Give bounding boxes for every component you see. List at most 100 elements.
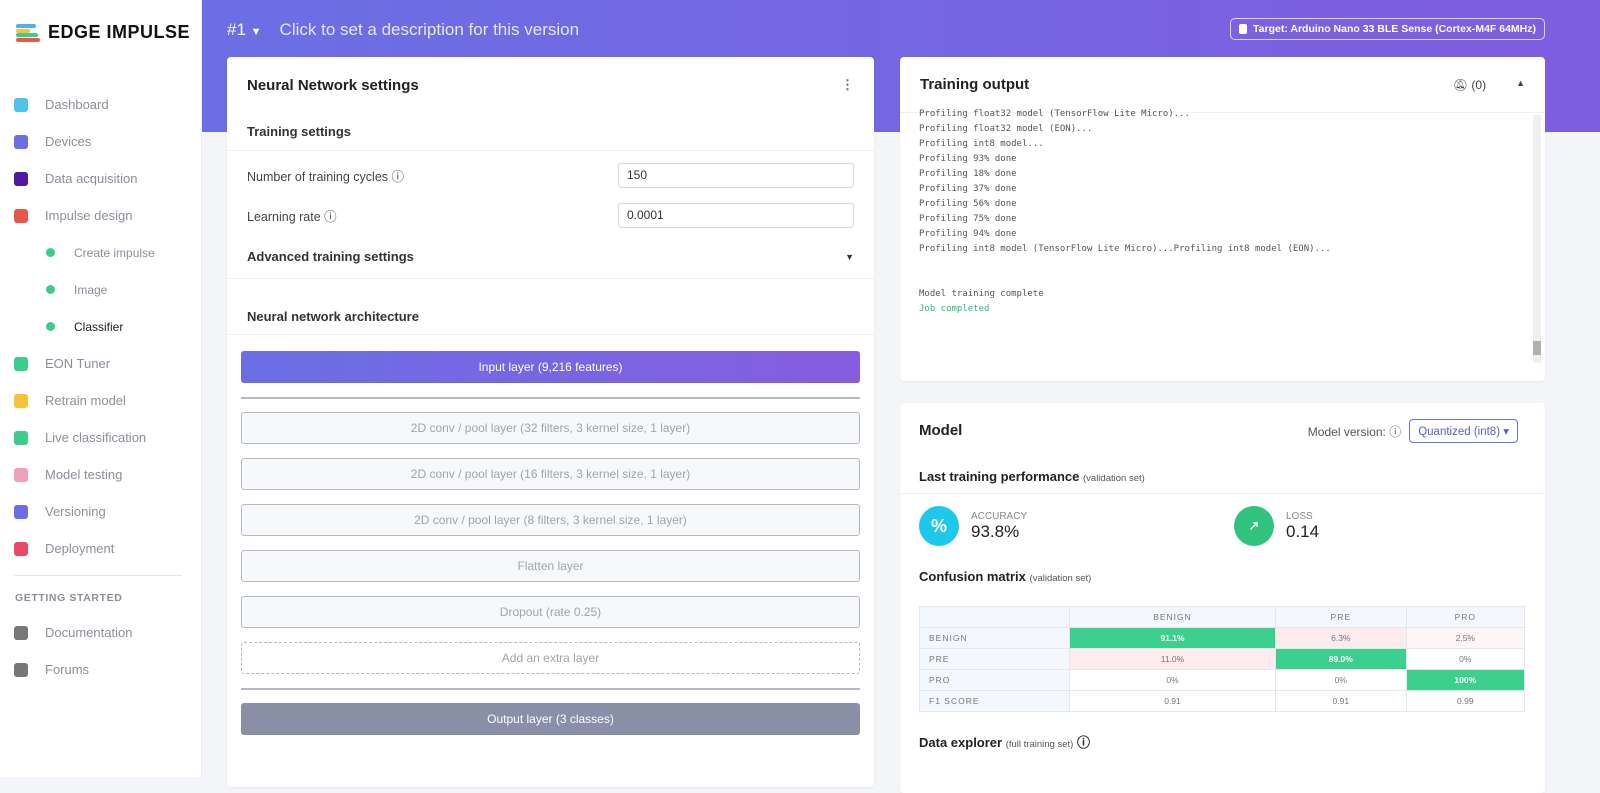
version-selector[interactable]: #1 ▼ bbox=[227, 20, 262, 40]
row-header: PRE bbox=[919, 648, 1070, 670]
divider bbox=[14, 575, 182, 576]
sidebar-item-label: Classifier bbox=[74, 319, 124, 334]
advanced-settings-toggle[interactable]: Advanced training settings ▼ bbox=[227, 235, 874, 279]
input-layer[interactable]: Input layer (9,216 features) bbox=[241, 351, 860, 383]
nn-layer[interactable]: 2D conv / pool layer (16 filters, 3 kern… bbox=[241, 458, 860, 490]
sidebar-item-label: Create impulse bbox=[74, 245, 155, 260]
table-cell: 0.91 bbox=[1274, 690, 1407, 712]
monitor-icon bbox=[14, 97, 28, 112]
sidebar-item-label: Impulse design bbox=[45, 208, 133, 223]
sidebar-item-label: Documentation bbox=[45, 625, 133, 640]
sidebar-item-live-classification[interactable]: Live classification bbox=[0, 419, 202, 456]
chat-icon bbox=[14, 662, 28, 677]
table-cell: 89.0% bbox=[1274, 648, 1407, 670]
clipboard-icon bbox=[14, 467, 28, 482]
version-description[interactable]: Click to set a description for this vers… bbox=[279, 20, 580, 39]
table-cell: 100% bbox=[1405, 669, 1526, 691]
table-cell: 0.91 bbox=[1069, 690, 1276, 712]
sidebar-item-label: Devices bbox=[45, 134, 92, 149]
section-title: Training settings bbox=[247, 124, 352, 139]
accuracy-metric: % ACCURACY 93.8% bbox=[919, 506, 1027, 546]
sidebar-item-eon-tuner[interactable]: EON Tuner bbox=[0, 345, 202, 382]
sidebar-item-model-testing[interactable]: Model testing bbox=[0, 456, 202, 493]
sidebar-item-label: Dashboard bbox=[45, 97, 109, 112]
sidebar-item-retrain-model[interactable]: Retrain model bbox=[0, 382, 202, 419]
row-header: PRO bbox=[919, 669, 1070, 691]
cm-title: Confusion matrix (validation set) bbox=[919, 569, 1092, 584]
chip-icon bbox=[1239, 24, 1248, 34]
training-output-card: Training output 🔕︎ (0) ▲ Profiling float3… bbox=[900, 57, 1545, 381]
brand-name: EDGE IMPULSE bbox=[48, 22, 191, 42]
sidebar-item-label: Data acquisition bbox=[45, 171, 138, 186]
table-row: PRE 11.0% 89.0% 0% bbox=[919, 648, 1526, 670]
version-number: #1 bbox=[227, 20, 246, 39]
model-version-label: Model version: ⓘ bbox=[1307, 424, 1402, 439]
sidebar-item-devices[interactable]: Devices bbox=[0, 123, 202, 160]
sidebar-item-label: Model testing bbox=[45, 467, 123, 482]
sidebar-item-classifier[interactable]: Classifier bbox=[0, 308, 202, 345]
nn-layer[interactable]: 2D conv / pool layer (8 filters, 3 kerne… bbox=[241, 504, 860, 536]
output-layer[interactable]: Output layer (3 classes) bbox=[241, 703, 860, 735]
confusion-matrix: BENIGN PRE PRO BENIGN 91.1% 6.3% 2.5% PRE 11.0% 8… bbox=[919, 606, 1526, 712]
sidebar-item-dashboard[interactable]: Dashboard bbox=[0, 86, 202, 123]
model-version-select[interactable]: Quantized (int8) ▾ bbox=[1409, 419, 1518, 443]
table-cell: 91.1% bbox=[1069, 627, 1276, 649]
sidebar-item-forums[interactable]: Forums bbox=[0, 651, 202, 688]
add-layer-button[interactable]: Add an extra layer bbox=[241, 642, 860, 674]
sidebar-item-data-acquisition[interactable]: Data acquisition bbox=[0, 160, 202, 197]
bell-off-icon: 🔕︎ bbox=[1452, 77, 1469, 92]
sidebar-item-versioning[interactable]: Versioning bbox=[0, 493, 202, 530]
shuffle-icon bbox=[14, 393, 28, 408]
target-label: Target: Arduino Nano 33 BLE Sense (Corte… bbox=[1253, 23, 1536, 35]
card-title: Neural Network settings bbox=[247, 76, 419, 94]
divider bbox=[241, 397, 860, 399]
help-icon[interactable]: ⓘ bbox=[1389, 424, 1402, 439]
table-row: PRO 0% 0% 100% bbox=[919, 669, 1526, 691]
perf-title: Last training performance (validation se… bbox=[919, 469, 1145, 484]
learning-rate-input[interactable] bbox=[618, 202, 854, 228]
collapse-icon[interactable]: ▲ bbox=[1516, 77, 1525, 88]
compass-icon bbox=[14, 356, 28, 371]
table-cell: 2.5% bbox=[1405, 627, 1526, 649]
training-cycles-input[interactable] bbox=[618, 162, 854, 188]
section-label: GETTING STARTED bbox=[15, 592, 123, 604]
percent-icon: % bbox=[919, 506, 959, 546]
sidebar-item-create-impulse[interactable]: Create impulse bbox=[0, 234, 202, 271]
branch-icon bbox=[14, 504, 28, 519]
sidebar-item-label: EON Tuner bbox=[45, 356, 111, 371]
sidebar-item-label: Forums bbox=[45, 662, 90, 677]
pulse-icon bbox=[14, 208, 28, 223]
job-status: Job completed bbox=[919, 304, 990, 314]
sidebar-item-documentation[interactable]: Documentation bbox=[0, 614, 202, 651]
loss-metric: ↗ LOSS 0.14 bbox=[1234, 506, 1319, 546]
model-card: Model Model version: ⓘ Quantized (int8) … bbox=[900, 403, 1545, 793]
nn-layer[interactable]: 2D conv / pool layer (32 filters, 3 kern… bbox=[241, 412, 860, 444]
help-icon[interactable]: ⓘ bbox=[324, 209, 337, 224]
sidebar-item-image[interactable]: Image bbox=[0, 271, 202, 308]
chip-icon bbox=[14, 134, 28, 149]
sidebar-item-impulse-design[interactable]: Impulse design bbox=[0, 197, 202, 234]
logo[interactable]: EDGE IMPULSE bbox=[16, 22, 190, 43]
nn-layer[interactable]: Flatten layer bbox=[241, 550, 860, 582]
card-title: Model bbox=[919, 422, 963, 439]
nn-layer[interactable]: Dropout (rate 0.25) bbox=[241, 596, 860, 628]
sidebar-item-deployment[interactable]: Deployment bbox=[0, 530, 202, 567]
help-icon[interactable]: ⓘ bbox=[391, 169, 405, 184]
column-header: PRO bbox=[1405, 606, 1526, 628]
box-icon bbox=[14, 541, 28, 556]
more-menu-icon[interactable]: ⋮ bbox=[841, 77, 854, 92]
section-title: Neural network architecture bbox=[247, 309, 419, 324]
table-cell: 0.99 bbox=[1405, 690, 1526, 712]
card-title: Training output bbox=[920, 76, 1030, 93]
log-scrollbar[interactable] bbox=[1533, 115, 1541, 363]
help-icon[interactable]: ⓘ bbox=[1076, 735, 1090, 750]
status-dot-icon bbox=[46, 248, 55, 257]
data-explorer-title: Data explorer (full training set) ⓘ bbox=[919, 735, 1090, 750]
table-cell: 0% bbox=[1069, 669, 1276, 691]
column-header: PRE bbox=[1274, 606, 1407, 628]
target-button[interactable]: Target: Arduino Nano 33 BLE Sense (Corte… bbox=[1230, 18, 1545, 40]
table-row: F1 SCORE 0.91 0.91 0.99 bbox=[919, 690, 1526, 712]
table-cell: 0% bbox=[1274, 669, 1407, 691]
notifications-toggle[interactable]: 🔕︎ (0) bbox=[1452, 77, 1487, 92]
sidebar-item-label: Versioning bbox=[45, 504, 106, 519]
